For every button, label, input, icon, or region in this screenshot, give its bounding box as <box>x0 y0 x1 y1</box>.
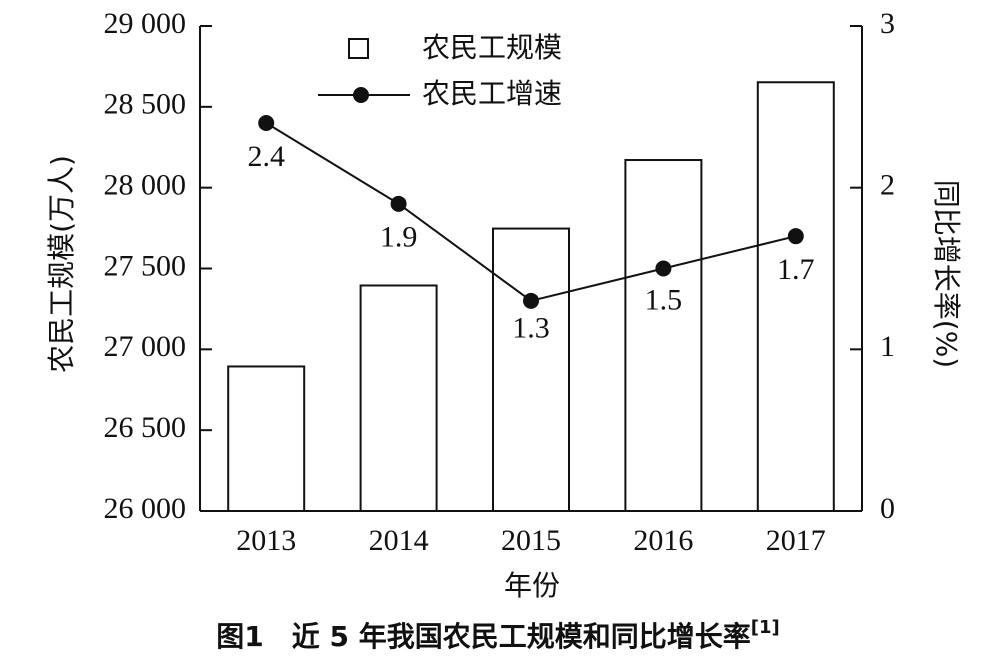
left-tick-label: 29 000 <box>104 7 187 40</box>
growth-data-label: 1.3 <box>512 312 550 345</box>
growth-marker-2015 <box>523 292 539 309</box>
x-tick-label: 2015 <box>501 524 561 557</box>
growth-line-layer: 2.4 1.9 1.3 1.5 1.7 <box>247 115 815 345</box>
x-tick-label: 2014 <box>369 524 429 557</box>
x-axis-title: 年份 <box>504 569 560 602</box>
growth-data-label: 2.4 <box>247 140 285 173</box>
left-tick-label: 28 500 <box>104 88 187 121</box>
legend: 农民工规模 农民工增速 <box>318 31 562 110</box>
right-tick-label: 0 <box>880 492 895 525</box>
left-tick-label: 28 000 <box>104 169 187 202</box>
growth-marker-2017 <box>787 228 804 245</box>
right-tick-label: 1 <box>880 330 895 363</box>
right-tick-label: 3 <box>880 7 895 40</box>
left-tick-label: 26 000 <box>104 492 187 525</box>
legend-label-scale: 农民工规模 <box>422 31 562 64</box>
caption-reference: [1] <box>751 617 780 638</box>
tick-labels-layer: 26 000 26 500 27 000 27 500 28 000 28 500 29 0… <box>104 7 896 557</box>
legend-bar-swatch <box>348 38 369 59</box>
right-axis-title: 同比增长率(%) <box>930 180 963 368</box>
growth-marker-2016 <box>655 260 672 277</box>
caption-text: 图1 近 5 年我国农民工规模和同比增长率 <box>216 620 750 653</box>
left-tick-label: 26 500 <box>104 411 187 444</box>
bar-2017 <box>756 81 835 512</box>
x-tick-label: 2016 <box>633 524 693 557</box>
legend-label-growth: 农民工增速 <box>422 77 562 110</box>
left-tick-label: 27 000 <box>104 330 187 363</box>
bar-2013 <box>227 365 306 512</box>
legend-marker <box>353 87 369 103</box>
growth-data-label: 1.5 <box>645 283 683 316</box>
x-tick-label: 2017 <box>766 524 826 557</box>
bar-2016 <box>624 159 703 512</box>
bar-2014 <box>359 284 438 512</box>
growth-data-label: 1.7 <box>777 253 815 286</box>
growth-marker-2014 <box>390 195 407 212</box>
figure-caption: 图1 近 5 年我国农民工规模和同比增长率[1] <box>216 617 779 653</box>
axes-layer <box>199 25 863 512</box>
bars-layer <box>227 81 835 512</box>
growth-data-label: 1.9 <box>380 221 418 254</box>
bar-2015 <box>492 227 570 512</box>
growth-marker-2013 <box>258 115 275 131</box>
right-tick-label: 2 <box>880 169 895 202</box>
left-axis-title: 农民工规模(万人) <box>45 155 78 373</box>
x-tick-label: 2013 <box>236 524 296 557</box>
left-tick-label: 27 500 <box>104 249 187 282</box>
